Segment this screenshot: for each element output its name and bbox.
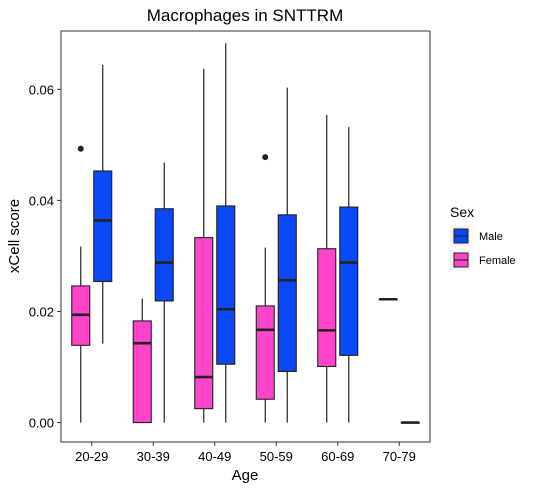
legend-label: Female — [479, 255, 516, 267]
box-female-60-69 — [317, 114, 337, 423]
legend: Sex Male Female — [450, 204, 516, 270]
box-male-50-59 — [277, 87, 297, 423]
boxplot-boxes — [71, 43, 420, 424]
box-body — [339, 206, 359, 356]
box-female-30-39 — [132, 298, 152, 424]
y-tick-label: 0.00 — [29, 416, 54, 431]
y-tick-label: 0.02 — [29, 304, 54, 319]
box-male-70-79 — [400, 421, 420, 424]
outlier-point — [77, 145, 84, 152]
legend-item-male: Male — [450, 226, 503, 246]
x-tick-label: 70-79 — [383, 449, 416, 464]
legend-item-female: Female — [450, 250, 516, 270]
x-tick-label: 20-29 — [75, 449, 108, 464]
box-body — [154, 208, 174, 302]
y-axis: 0.00 0.02 0.04 0.06 — [29, 82, 61, 431]
box-male-20-29 — [93, 64, 113, 344]
box-male-30-39 — [154, 162, 174, 423]
box-female-40-49 — [194, 68, 214, 423]
box-female-50-59 — [255, 154, 275, 423]
x-tick-label: 60-69 — [321, 449, 354, 464]
plot-panel-border — [60, 30, 431, 443]
x-axis: 20-29 30-39 40-49 50-59 60-69 70-79 — [75, 442, 416, 464]
y-tick-label: 0.06 — [29, 82, 54, 97]
box-body — [132, 320, 152, 424]
box-body — [194, 237, 214, 410]
box-body — [216, 205, 236, 365]
box-female-20-29 — [71, 145, 91, 423]
box-male-40-49 — [216, 43, 236, 423]
box-body — [277, 214, 297, 373]
legend-title: Sex — [450, 204, 474, 220]
box-body — [255, 305, 275, 400]
y-axis-title: xCell score — [6, 199, 23, 273]
x-tick-label: 40-49 — [198, 449, 231, 464]
x-tick-label: 50-59 — [260, 449, 293, 464]
box-body — [317, 248, 337, 368]
plot-area: 0.00 0.02 0.04 0.06 20-29 30-39 40-49 50-59 60-… — [29, 30, 431, 464]
box-body — [93, 170, 113, 283]
box-female-70-79 — [378, 297, 398, 301]
legend-label: Male — [479, 231, 503, 243]
box-male-60-69 — [339, 127, 359, 423]
chart-title: Macrophages in SNTTRM — [147, 6, 344, 25]
legend-items: Male Female — [450, 226, 516, 270]
y-tick-label: 0.04 — [29, 193, 54, 208]
outlier-point — [262, 154, 269, 161]
x-tick-label: 30-39 — [137, 449, 170, 464]
x-axis-title: Age — [232, 467, 259, 484]
